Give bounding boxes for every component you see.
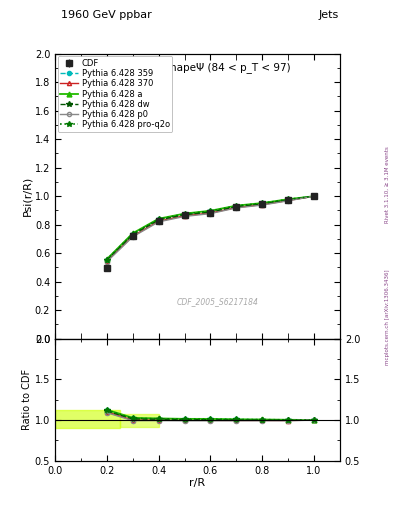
Pythia 6.428 pro-q2o bbox=[208, 208, 213, 214]
Pythia 6.428 a bbox=[312, 193, 316, 199]
Pythia 6.428 359 bbox=[105, 257, 109, 263]
Pythia 6.428 p0 bbox=[234, 205, 239, 211]
Pythia 6.428 p0 bbox=[105, 259, 109, 265]
X-axis label: r/R: r/R bbox=[189, 478, 206, 488]
Text: mcplots.cern.ch [arXiv:1306.3436]: mcplots.cern.ch [arXiv:1306.3436] bbox=[385, 270, 390, 365]
Y-axis label: Ratio to CDF: Ratio to CDF bbox=[22, 369, 32, 430]
Pythia 6.428 359 bbox=[260, 200, 264, 206]
Bar bbox=[120, 414, 159, 426]
Pythia 6.428 pro-q2o bbox=[182, 211, 187, 217]
Pythia 6.428 dw bbox=[234, 204, 239, 210]
Pythia 6.428 359 bbox=[234, 203, 239, 209]
Pythia 6.428 370 bbox=[286, 198, 290, 204]
Text: Integral jet shapeΨ (84 < p_T < 97): Integral jet shapeΨ (84 < p_T < 97) bbox=[104, 62, 291, 73]
Pythia 6.428 p0 bbox=[260, 202, 264, 208]
Pythia 6.428 a bbox=[286, 196, 290, 202]
Pythia 6.428 370 bbox=[260, 202, 264, 208]
Pythia 6.428 dw bbox=[130, 231, 135, 238]
Pythia 6.428 p0 bbox=[156, 219, 161, 225]
Pythia 6.428 dw bbox=[286, 197, 290, 203]
Pythia 6.428 pro-q2o bbox=[105, 257, 109, 263]
Pythia 6.428 pro-q2o bbox=[234, 203, 239, 209]
Pythia 6.428 a bbox=[156, 216, 161, 222]
Line: Pythia 6.428 pro-q2o: Pythia 6.428 pro-q2o bbox=[104, 194, 317, 262]
Pythia 6.428 pro-q2o bbox=[286, 196, 290, 202]
Pythia 6.428 359 bbox=[312, 193, 316, 199]
Pythia 6.428 359 bbox=[286, 196, 290, 202]
Pythia 6.428 359 bbox=[182, 211, 187, 217]
Pythia 6.428 dw bbox=[208, 209, 213, 215]
Pythia 6.428 370 bbox=[156, 218, 161, 224]
Line: Pythia 6.428 p0: Pythia 6.428 p0 bbox=[105, 194, 316, 264]
Pythia 6.428 a bbox=[208, 208, 213, 214]
Pythia 6.428 359 bbox=[130, 231, 135, 237]
Pythia 6.428 p0 bbox=[130, 234, 135, 240]
Text: Rivet 3.1.10, ≥ 3.1M events: Rivet 3.1.10, ≥ 3.1M events bbox=[385, 146, 390, 223]
Line: Pythia 6.428 359: Pythia 6.428 359 bbox=[105, 194, 316, 262]
Text: CDF_2005_S6217184: CDF_2005_S6217184 bbox=[176, 297, 258, 306]
Legend: CDF, Pythia 6.428 359, Pythia 6.428 370, Pythia 6.428 a, Pythia 6.428 dw, Pythia: CDF, Pythia 6.428 359, Pythia 6.428 370,… bbox=[57, 56, 172, 132]
Pythia 6.428 p0 bbox=[312, 193, 316, 199]
Pythia 6.428 p0 bbox=[286, 198, 290, 204]
Pythia 6.428 a bbox=[105, 256, 109, 262]
Pythia 6.428 pro-q2o bbox=[130, 231, 135, 237]
Pythia 6.428 370 bbox=[105, 258, 109, 264]
Pythia 6.428 dw bbox=[260, 201, 264, 207]
Pythia 6.428 a bbox=[182, 210, 187, 217]
Pythia 6.428 370 bbox=[130, 233, 135, 239]
Line: Pythia 6.428 dw: Pythia 6.428 dw bbox=[104, 194, 317, 263]
Text: 1960 GeV ppbar: 1960 GeV ppbar bbox=[61, 10, 152, 20]
Pythia 6.428 359 bbox=[156, 216, 161, 222]
Pythia 6.428 370 bbox=[208, 210, 213, 216]
Pythia 6.428 p0 bbox=[208, 210, 213, 217]
Pythia 6.428 pro-q2o bbox=[156, 216, 161, 222]
Pythia 6.428 dw bbox=[312, 193, 316, 199]
Pythia 6.428 a bbox=[130, 230, 135, 237]
Y-axis label: Psi(r/R): Psi(r/R) bbox=[22, 176, 32, 217]
Pythia 6.428 370 bbox=[234, 204, 239, 210]
Line: Pythia 6.428 370: Pythia 6.428 370 bbox=[105, 194, 316, 263]
Pythia 6.428 dw bbox=[156, 217, 161, 223]
Pythia 6.428 370 bbox=[312, 193, 316, 199]
Pythia 6.428 359 bbox=[208, 208, 213, 214]
Line: Pythia 6.428 a: Pythia 6.428 a bbox=[105, 194, 316, 262]
Pythia 6.428 p0 bbox=[182, 214, 187, 220]
Pythia 6.428 370 bbox=[182, 212, 187, 219]
Pythia 6.428 a bbox=[234, 203, 239, 209]
Bar bbox=[55, 410, 120, 428]
Pythia 6.428 dw bbox=[182, 211, 187, 218]
Pythia 6.428 dw bbox=[105, 257, 109, 263]
Pythia 6.428 pro-q2o bbox=[260, 200, 264, 206]
Text: Jets: Jets bbox=[318, 10, 339, 20]
Pythia 6.428 a bbox=[260, 200, 264, 206]
Pythia 6.428 pro-q2o bbox=[312, 193, 316, 199]
